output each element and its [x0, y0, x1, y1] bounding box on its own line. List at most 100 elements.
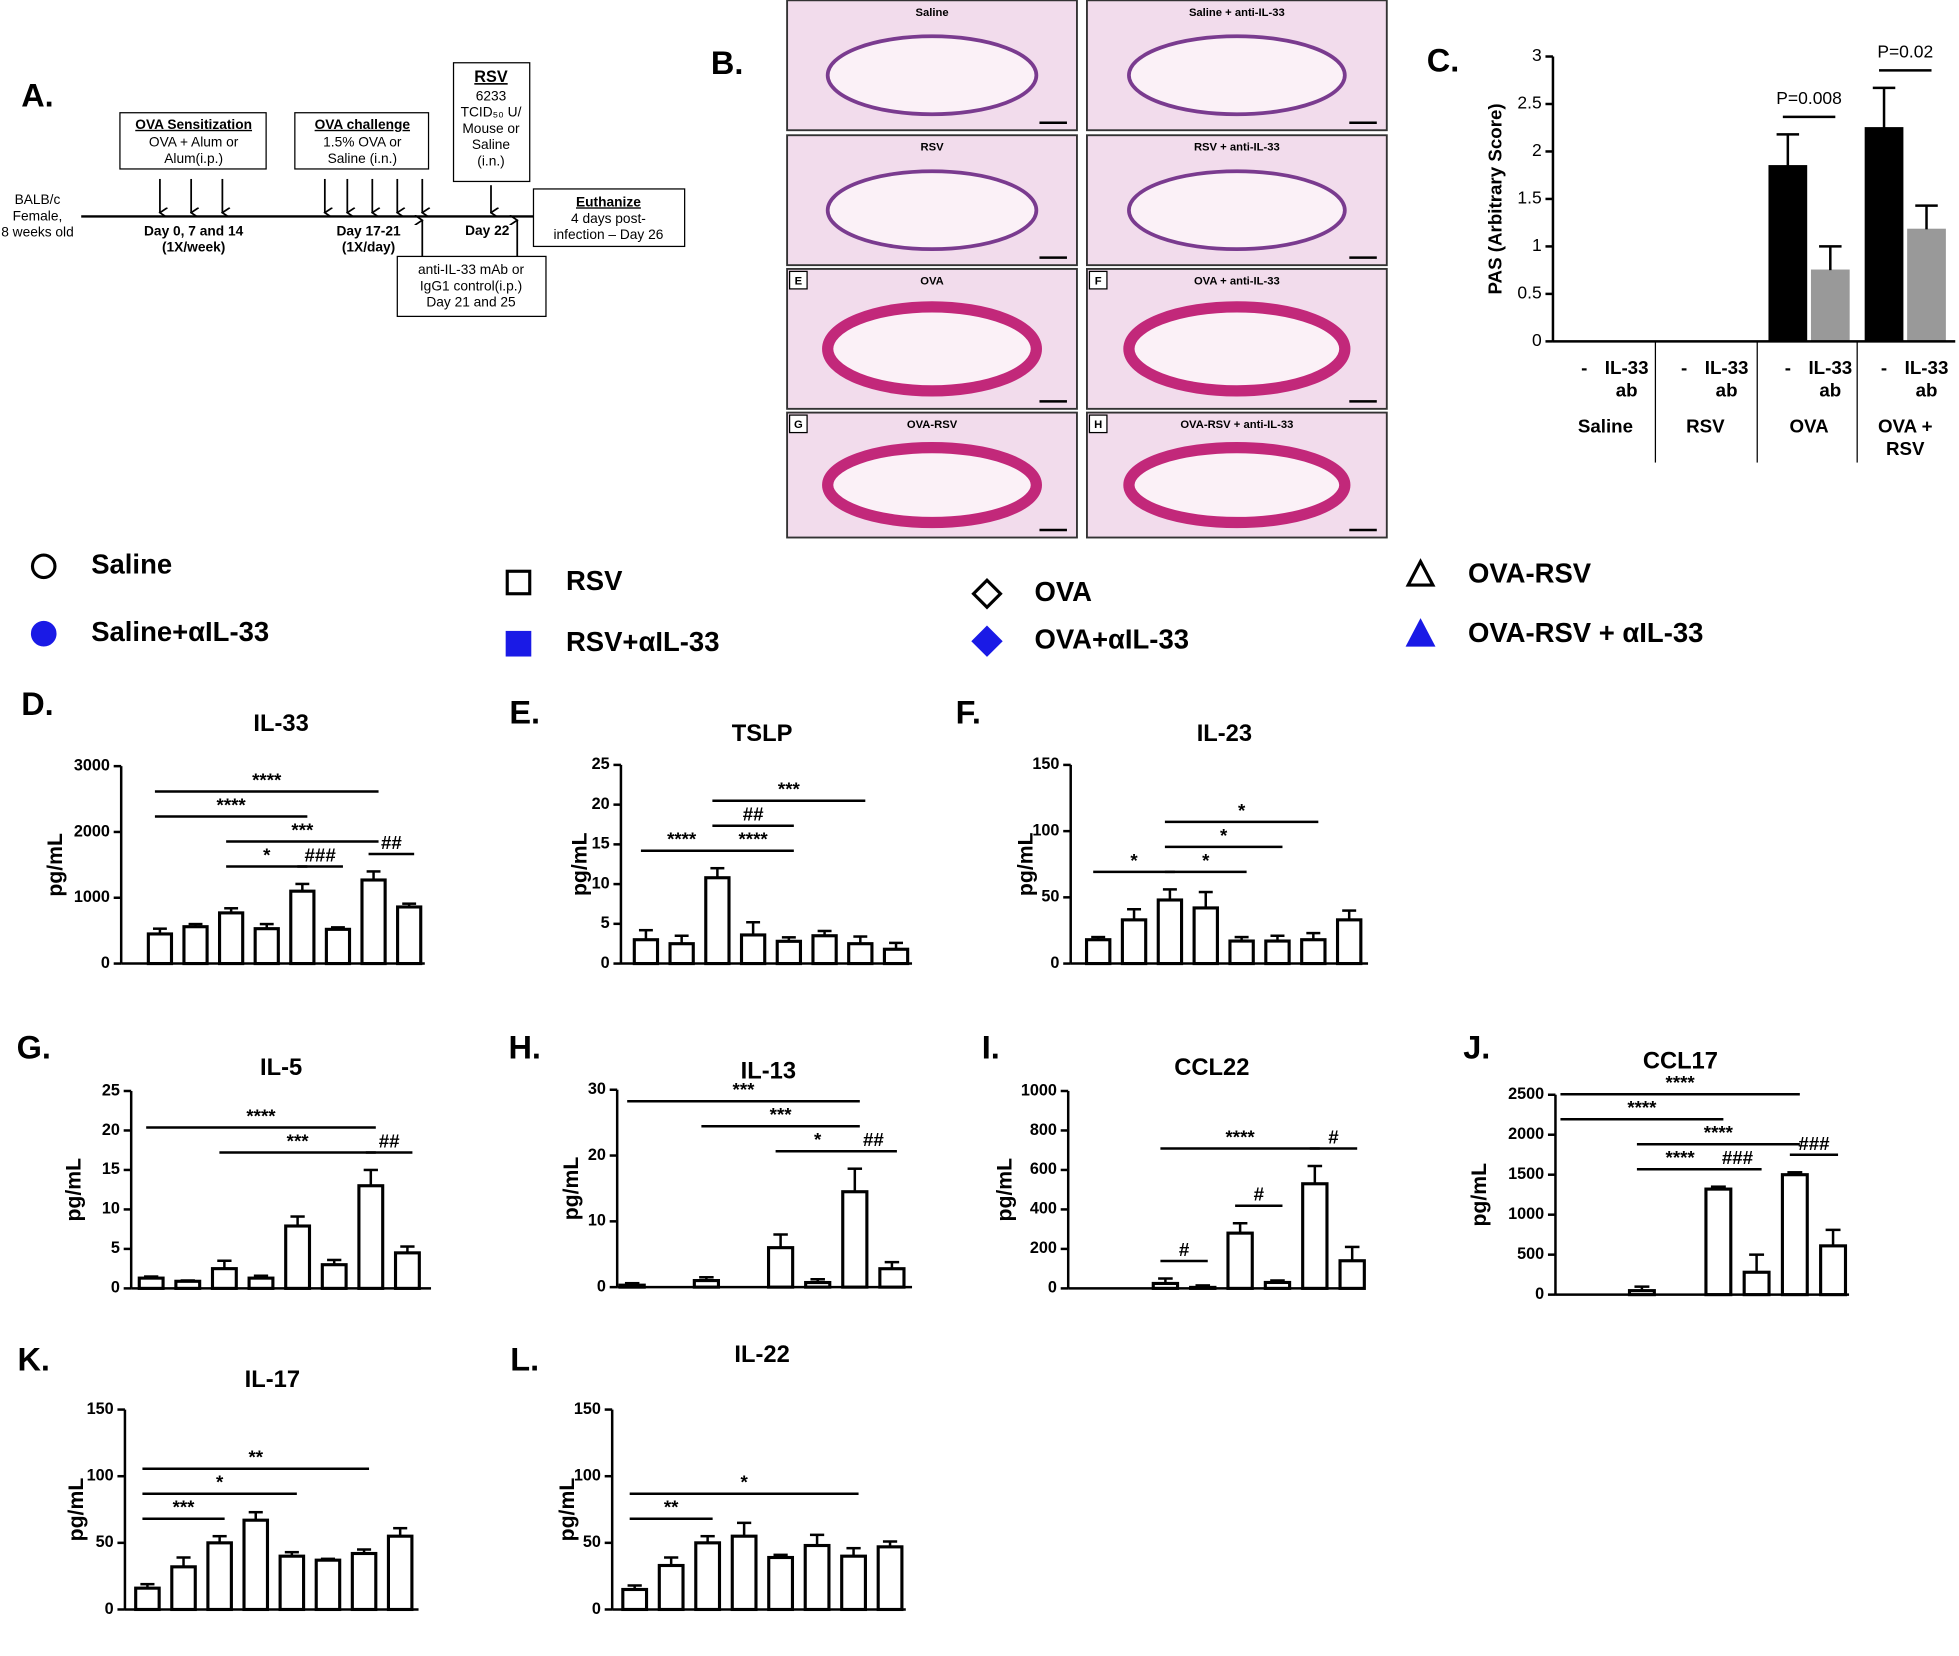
bar: [206, 1541, 233, 1612]
y-tick-label: 2: [1532, 140, 1542, 160]
bar: [767, 1555, 795, 1612]
text-line: RSV: [1886, 438, 1925, 459]
significance-label: ****: [1627, 1097, 1657, 1118]
y-tick-label: 1000: [74, 888, 110, 906]
subject: BALB/c Female, 8 weeks old: [1, 192, 74, 239]
group-label: OVA: [1789, 416, 1829, 437]
panel-label: G.: [17, 1029, 51, 1065]
bar: [146, 932, 174, 966]
y-tick-label: 2500: [1508, 1085, 1544, 1103]
chart-title: IL-33: [253, 711, 308, 737]
y-tick-label: 0: [1532, 330, 1542, 350]
panel-label: J.: [1463, 1029, 1490, 1065]
bar: [357, 1184, 385, 1290]
bar: [1907, 228, 1946, 342]
x-tick-label: IL-33 ab: [1705, 357, 1749, 400]
y-tick-label: 2000: [74, 822, 110, 840]
bar: [694, 1541, 722, 1612]
box: [294, 112, 430, 170]
significance-label: ***: [291, 819, 314, 840]
y-tick-label: 0: [111, 1279, 120, 1297]
x-tick-label: -: [1581, 357, 1587, 378]
y-tick-label: 50: [583, 1533, 601, 1551]
bar: [284, 1224, 312, 1290]
bar: [137, 1276, 165, 1290]
y-tick-label: 2000: [1508, 1125, 1544, 1143]
significance-label: #: [1254, 1184, 1265, 1205]
box-text: 6233 TCID₅₀ U/Mouse or Saline (i.n.): [461, 88, 522, 168]
significance-label: ##: [381, 832, 402, 853]
significance-label: ****: [1226, 1126, 1256, 1147]
significance-label: *: [1202, 850, 1210, 871]
significance-label: ###: [1798, 1133, 1830, 1154]
bar: [170, 1565, 197, 1612]
legend-label: Saline+αIL-33: [91, 616, 269, 647]
text-line: Saline: [472, 137, 511, 152]
text-line: (i.n.): [477, 153, 504, 168]
y-tick-label: 100: [87, 1467, 114, 1485]
y-axis-label: pg/mL: [569, 832, 592, 896]
legend-label: RSV+αIL-33: [566, 626, 720, 657]
text-line: IL-33: [1605, 357, 1649, 378]
y-tick-label: 2.5: [1517, 93, 1541, 113]
significance-label: ***: [287, 1130, 310, 1151]
y-tick-label: 150: [87, 1400, 114, 1418]
box-title: OVA Sensitization: [135, 117, 252, 132]
bar: [1120, 918, 1148, 966]
y-axis-label: pg/mL: [1468, 1163, 1491, 1227]
day-label: Day 22: [465, 223, 510, 238]
y-tick-label: 20: [102, 1121, 120, 1139]
text-line: Female,: [13, 208, 63, 223]
x-tick-label: -: [1681, 357, 1687, 378]
text-line: BALB/c: [15, 192, 61, 207]
bar: [134, 1586, 161, 1612]
x-tick-label: -: [1785, 357, 1791, 378]
x-tick-label: IL-33 ab: [1905, 357, 1949, 400]
bar: [314, 1558, 342, 1612]
bar: [840, 1554, 867, 1612]
image-letter: G: [794, 419, 803, 431]
text-line: IL-33: [1705, 357, 1749, 378]
significance-label: ##: [743, 804, 764, 825]
y-tick-label: 100: [574, 1467, 601, 1485]
bar: [1742, 1270, 1771, 1297]
box-title: RSV: [474, 68, 508, 86]
legend-label: OVA-RSV + αIL-33: [1468, 617, 1703, 648]
legend-label: OVA+αIL-33: [1034, 623, 1189, 654]
y-tick-label: 800: [1030, 1121, 1057, 1139]
legend-marker: [30, 620, 57, 647]
image-label: Saline + anti-IL-33: [1189, 7, 1285, 19]
bar: [289, 889, 316, 966]
x-tick-label: IL-33 ab: [1605, 357, 1649, 400]
chart-title: CCL22: [1174, 1055, 1249, 1081]
text-line: Day 0, 7 and 14: [144, 223, 244, 238]
bar: [253, 927, 280, 966]
significance-label: ***: [733, 1079, 756, 1100]
legend-label: OVA: [1034, 576, 1092, 607]
panel-label: F.: [956, 695, 981, 731]
y-tick-label: 5: [111, 1239, 120, 1257]
letter-box: [788, 270, 808, 290]
significance-label: ****: [1666, 1147, 1696, 1168]
airway: [1127, 169, 1347, 252]
legend-marker: [971, 625, 1003, 657]
charts: C.PAS (Arbitrary Score)00.511.522.53- IL-…: [17, 41, 1956, 1618]
bar: [668, 942, 695, 966]
image-letter: E: [795, 275, 803, 287]
text-line: infection – Day 26: [553, 227, 663, 242]
box-text: 4 days post-infection – Day 26: [553, 211, 663, 242]
legend-marker: [505, 630, 532, 657]
significance-label: ***: [778, 779, 801, 800]
group-label: RSV: [1686, 416, 1725, 437]
y-tick-label: 15: [102, 1160, 120, 1178]
significance-label: *: [1238, 800, 1246, 821]
significance-label: P=0.008: [1776, 88, 1842, 108]
chart: I. CCL22 pg/mL 0 200 400 600 800 1000 # # # ****: [982, 1029, 1366, 1297]
significance-label: ****: [667, 829, 697, 850]
y-tick-label: 10: [588, 1212, 606, 1230]
y-axis-label: PAS (Arbitrary Score): [1485, 103, 1506, 294]
text-line: IL-33: [1905, 357, 1949, 378]
group-label: OVA + RSV: [1878, 416, 1933, 459]
